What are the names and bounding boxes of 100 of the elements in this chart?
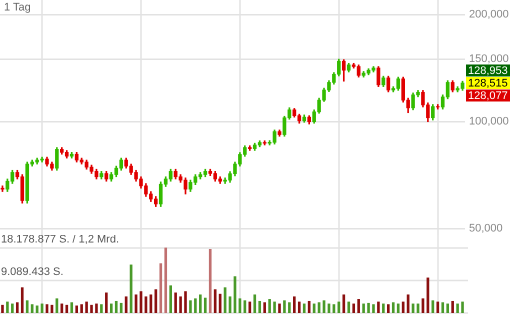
text: 128,077 [468, 90, 508, 102]
bar [402, 302, 404, 313]
bar [372, 304, 375, 313]
annotation: 9.089.433 S. [1, 266, 64, 278]
bar [40, 304, 44, 313]
bar [80, 304, 83, 313]
bar [441, 302, 444, 313]
bar [11, 304, 14, 313]
bar [318, 302, 320, 313]
text: 128,515 [468, 78, 508, 90]
bar [342, 294, 346, 313]
bar [347, 302, 350, 313]
y-tick-label: 50,000 [469, 222, 503, 235]
bar [392, 302, 395, 313]
bar [204, 298, 207, 313]
bar [278, 304, 281, 313]
bar [65, 304, 68, 313]
bar [426, 278, 430, 313]
bar [224, 287, 226, 313]
bar [436, 302, 440, 313]
bar [382, 304, 385, 313]
bar [179, 296, 182, 313]
bar [357, 299, 360, 313]
bar [199, 294, 202, 313]
bar [228, 296, 232, 313]
bar [114, 300, 118, 313]
bar [386, 304, 390, 313]
bar [140, 291, 142, 313]
bar [416, 304, 420, 313]
bar [1, 304, 4, 313]
bar [377, 302, 380, 313]
bar [30, 304, 34, 313]
bar [456, 304, 459, 313]
bar [218, 294, 222, 313]
y-tick-label: 200,000 [469, 8, 509, 21]
bar [124, 296, 128, 313]
bar [396, 304, 400, 313]
bar [90, 304, 93, 313]
bar [194, 298, 197, 313]
bar [263, 302, 266, 313]
bar [134, 294, 138, 313]
bar [120, 302, 123, 313]
y-tick-label: 150,000 [469, 53, 509, 66]
bar [169, 285, 172, 313]
bar [432, 300, 434, 313]
bar [26, 300, 29, 313]
bar [451, 300, 454, 313]
bar [273, 302, 276, 313]
bar [85, 302, 88, 313]
bar [238, 298, 242, 313]
text: 128,953 [468, 65, 508, 78]
bar [6, 302, 9, 313]
bar [46, 304, 48, 313]
bar [302, 304, 306, 313]
bar [95, 304, 98, 313]
bar [75, 306, 78, 313]
bar [283, 300, 286, 313]
bar [288, 302, 291, 313]
bar [16, 302, 19, 313]
bar [214, 289, 217, 313]
bar [338, 302, 340, 313]
bar [159, 263, 162, 313]
bar [461, 302, 464, 313]
bar [100, 304, 103, 313]
bar [312, 304, 316, 313]
annotation: 1 Tag [4, 2, 31, 14]
bar [406, 294, 410, 313]
bar [208, 248, 212, 313]
bar [154, 289, 158, 313]
bar [174, 292, 177, 313]
bar [258, 300, 262, 313]
y-tick-label: 100,000 [469, 116, 509, 128]
bar [293, 296, 296, 313]
bar [144, 296, 148, 313]
bar [130, 264, 132, 313]
annotation: 18.178.877 S. / 1,2 Mrd. [1, 234, 120, 246]
bar [332, 304, 336, 313]
bar [422, 298, 424, 313]
bar [189, 300, 192, 313]
bar [184, 291, 187, 313]
bar [248, 302, 252, 313]
bar [20, 287, 24, 313]
bar [105, 292, 108, 313]
bar [298, 302, 301, 313]
bar [56, 298, 58, 313]
bar [328, 304, 330, 313]
bar [164, 248, 168, 313]
bar [36, 306, 38, 313]
bar [50, 304, 54, 313]
bar [253, 294, 256, 313]
bar [446, 304, 450, 313]
bar [244, 300, 246, 313]
bar [234, 276, 236, 313]
bar [268, 299, 271, 313]
bar [367, 302, 370, 313]
bar [70, 302, 74, 313]
bar [110, 304, 113, 313]
bar [150, 294, 152, 313]
bar [412, 304, 414, 313]
bar [322, 300, 326, 313]
